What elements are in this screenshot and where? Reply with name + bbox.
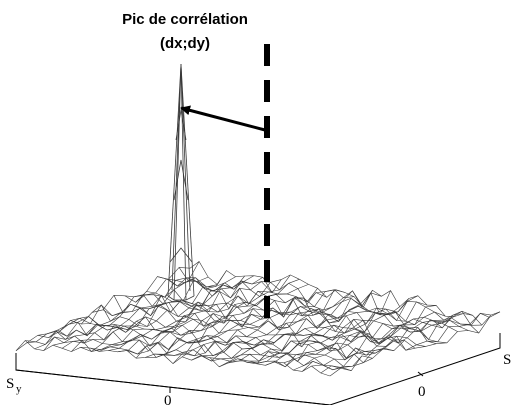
- annotation-title-line1: Pic de corrélation: [122, 11, 248, 28]
- mesh-line: [169, 247, 193, 263]
- mesh-line: [25, 261, 200, 343]
- mesh-line: [62, 276, 236, 349]
- mesh-line: [117, 274, 291, 353]
- mesh-line: [237, 298, 410, 362]
- mesh-line: [302, 310, 473, 372]
- mesh-line: [180, 63, 187, 301]
- base-box: [15, 333, 501, 405]
- mesh-line: [200, 290, 373, 362]
- mesh-line: [320, 312, 491, 374]
- annotation-title-line2: (dx;dy): [160, 35, 210, 52]
- mesh-line: [80, 275, 254, 352]
- mesh-line: [311, 320, 482, 371]
- mesh-line: [172, 289, 346, 364]
- correlation-peak: [167, 63, 195, 301]
- mesh-line: [256, 301, 428, 364]
- mesh-line: [167, 63, 182, 297]
- mesh-line: [219, 290, 391, 368]
- wireframe-mesh: [15, 261, 501, 377]
- mesh-line: [43, 277, 218, 351]
- mesh-line: [171, 63, 182, 291]
- axis-tick-label-right: 0: [418, 384, 426, 400]
- mesh-line: [246, 295, 419, 364]
- mesh-line: [173, 159, 189, 201]
- mesh-line: [15, 340, 331, 377]
- mesh-line: [292, 313, 464, 371]
- axis-tick-right: [417, 371, 424, 377]
- mesh-line: [274, 311, 446, 368]
- mesh-line: [52, 270, 227, 346]
- mesh-line: [89, 277, 264, 350]
- mesh-line: [180, 63, 195, 297]
- mesh-line: [135, 284, 309, 359]
- mesh-line: [163, 289, 336, 356]
- mesh-line: [167, 295, 195, 301]
- axis-tick-label-left: 0: [164, 393, 172, 405]
- mesh-line: [283, 316, 455, 364]
- mesh-line: [71, 275, 245, 352]
- mesh-line: [191, 290, 364, 361]
- annotation-arrow: [180, 105, 266, 132]
- axis-label-left: S: [6, 376, 14, 392]
- axis-label-right: S: [503, 352, 511, 368]
- mesh-line: [329, 311, 501, 377]
- axis-label-left-subscript: y: [16, 383, 22, 395]
- mesh-line: [34, 276, 209, 350]
- mesh-line: [180, 63, 191, 292]
- mesh-line: [182, 296, 355, 358]
- mesh-line: [189, 261, 501, 326]
- mesh-line: [15, 267, 191, 352]
- mesh-line: [108, 279, 282, 351]
- mesh-line: [154, 292, 327, 355]
- mesh-line: [265, 305, 437, 366]
